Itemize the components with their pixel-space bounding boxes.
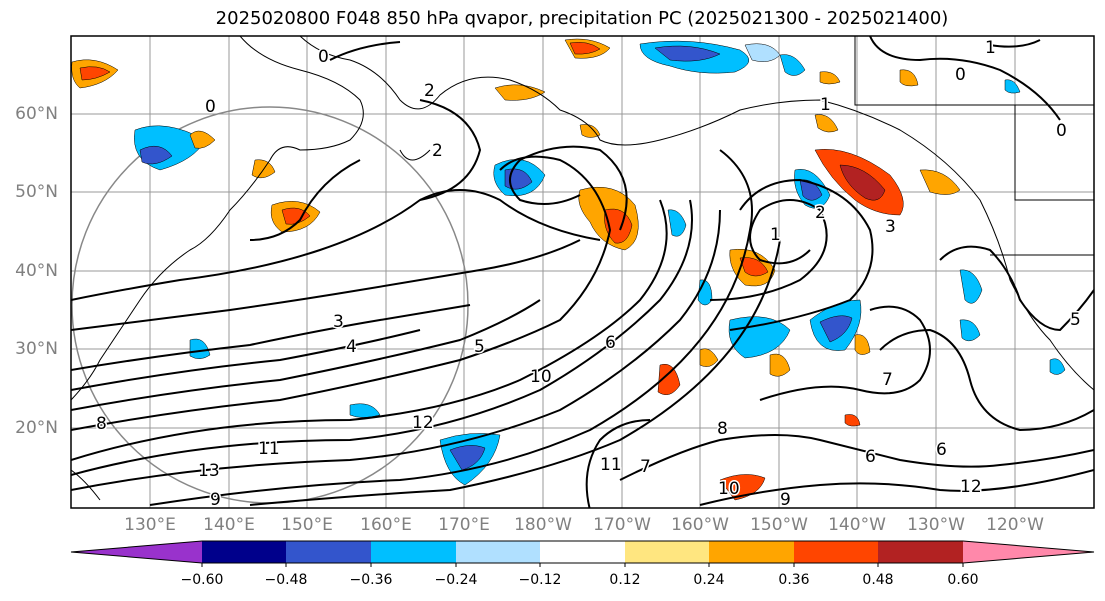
colorbar-tick: 0.36	[778, 572, 810, 588]
contour-label: 3	[333, 312, 344, 332]
lat-label: 40°N	[15, 261, 58, 281]
precip-shading	[71, 38, 1066, 501]
colorbar-tick: −0.60	[180, 572, 224, 588]
lon-label: 150°E	[281, 515, 333, 535]
contour-label: 5	[474, 337, 485, 357]
contour-label: 0	[1056, 121, 1067, 141]
colorbar-cell	[794, 541, 878, 563]
colorbar-tick: −0.48	[264, 572, 308, 588]
colorbar-tick: 0.48	[862, 572, 894, 588]
colorbar-tick: 0.60	[947, 572, 979, 588]
lon-label: 140°E	[203, 515, 255, 535]
contour-label: 0	[205, 97, 216, 117]
contour-label: 1	[820, 95, 831, 115]
lon-label: 170°W	[593, 515, 651, 535]
map-background	[71, 36, 1094, 508]
contour-labels: 0 2 2 0 1 0 0 1 1 2 3 3 4 5 6 7 8 8 9 9 …	[95, 37, 1083, 510]
lon-label: 130°E	[124, 515, 176, 535]
contour-label: 12	[960, 477, 982, 497]
qvapor-contours	[71, 36, 1094, 508]
lon-label: 180°W	[514, 515, 572, 535]
lat-label: 50°N	[15, 182, 58, 202]
coastlines	[71, 36, 1094, 501]
contour-label: 7	[640, 457, 651, 477]
contour-label: 2	[424, 81, 435, 101]
colorbar-tick: −0.12	[518, 572, 562, 588]
contour-label: 2	[815, 203, 826, 223]
colorbar-tick: 0.24	[693, 572, 725, 588]
contour-label: 1	[770, 225, 781, 245]
contour-label: 1	[985, 38, 996, 58]
map-title: 2025020800 F048 850 hPa qvapor, precipit…	[215, 8, 949, 29]
colorbar-tick: 0.12	[609, 572, 641, 588]
lat-label: 20°N	[15, 418, 58, 438]
contour-label: 12	[412, 413, 434, 433]
contour-label: 5	[1070, 310, 1081, 330]
colorbar-cell	[625, 541, 709, 563]
map-frame	[70, 35, 1095, 509]
contour-label: 6	[865, 447, 876, 467]
colorbar-cell	[371, 541, 456, 563]
lon-label: 120°W	[986, 515, 1044, 535]
contour-label: 2	[432, 141, 443, 161]
contour-label: 7	[882, 370, 893, 390]
contour-label: 8	[717, 419, 728, 439]
contour-label: 10	[530, 367, 552, 387]
colorbar-cell	[963, 541, 1094, 563]
colorbar-cell	[540, 541, 625, 563]
contour-label: 11	[258, 439, 280, 459]
lon-label: 150°W	[750, 515, 808, 535]
contour-label: 3	[885, 217, 896, 237]
contour-label: 4	[346, 337, 357, 357]
contour-label: 9	[210, 490, 221, 510]
lon-label: 160°W	[671, 515, 729, 535]
colorbar-cell	[709, 541, 794, 563]
lat-label: 30°N	[15, 339, 58, 359]
contour-label: 6	[936, 440, 947, 460]
contour-label: 0	[318, 47, 329, 67]
lon-label: 140°W	[828, 515, 886, 535]
contour-label: 10	[718, 479, 740, 499]
lon-label: 170°E	[438, 515, 490, 535]
contour-label: 9	[780, 490, 791, 510]
colorbar-cell	[71, 541, 202, 563]
contour-label: 11	[600, 455, 622, 475]
contour-label: 8	[96, 414, 107, 434]
colorbar-tick: −0.24	[434, 572, 478, 588]
contour-label: 13	[198, 461, 220, 481]
colorbar-cell	[286, 541, 371, 563]
lon-label: 160°E	[360, 515, 412, 535]
colorbar-cell	[878, 541, 963, 563]
contour-label: 6	[605, 333, 616, 353]
contour-label: 0	[955, 65, 966, 85]
lat-label: 60°N	[15, 104, 58, 124]
colorbar-tick: −0.36	[349, 572, 393, 588]
colorbar-cell	[456, 541, 540, 563]
colorbar-cell	[202, 541, 286, 563]
lon-label: 130°W	[907, 515, 965, 535]
